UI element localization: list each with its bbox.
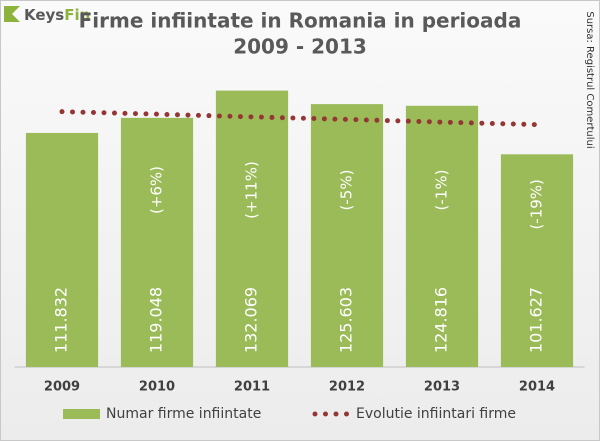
chart-title: Firme infiintate in Romania in perioada [79, 9, 522, 33]
value-label: 119.048 [147, 287, 166, 353]
bar [215, 90, 289, 367]
source: Sursa: Registrul Comertului [584, 11, 595, 148]
change-label: (-5%) [338, 170, 356, 211]
value-label: 124.816 [432, 287, 451, 353]
x-tick-label: 2011 [234, 380, 270, 395]
x-tick-label: 2012 [329, 380, 365, 395]
bar [25, 132, 99, 367]
logo-fin: Fin [64, 6, 90, 24]
value-label: 111.832 [52, 287, 71, 353]
x-tick-label: 2009 [44, 380, 80, 395]
value-label: 125.603 [337, 287, 356, 353]
logo: KeysFin [4, 6, 90, 24]
change-label: (-19%) [528, 179, 546, 229]
logo-text: KeysFin [24, 6, 90, 24]
change-label: (+6%) [148, 166, 166, 214]
x-tick-label: 2013 [424, 380, 460, 395]
value-label: 101.627 [527, 287, 546, 353]
change-label: (+11%) [243, 161, 261, 219]
chart-subtitle: 2009 - 2013 [233, 35, 367, 59]
legend-label: Numar firme infiintate [106, 406, 261, 422]
legend-label: Evolutie infiintari firme [356, 406, 516, 422]
logo-icon [4, 6, 20, 22]
change-label: (-1%) [433, 170, 451, 211]
x-tick-label: 2014 [519, 380, 555, 395]
bar [310, 104, 384, 368]
legend-swatch [63, 409, 100, 419]
logo-keys: Keys [24, 6, 64, 24]
bar [500, 154, 574, 367]
value-label: 132.069 [242, 287, 261, 353]
bar [405, 105, 479, 367]
bar [120, 117, 194, 367]
x-tick-label: 2010 [139, 380, 175, 395]
